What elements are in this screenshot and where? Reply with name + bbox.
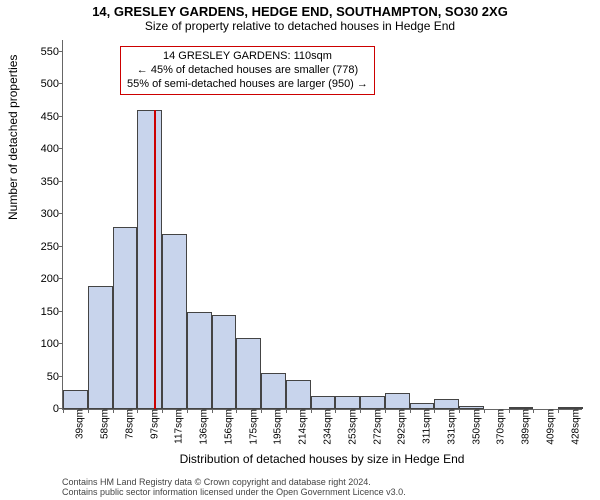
x-tick-label: 117sqm bbox=[172, 409, 185, 444]
histogram-bar bbox=[113, 227, 138, 409]
x-tick-label: 292sqm bbox=[395, 409, 408, 445]
y-tick-label: 300 bbox=[25, 208, 63, 220]
y-axis-label: Number of detached properties bbox=[6, 55, 20, 220]
info-line-1: 14 GRESLEY GARDENS: 110sqm bbox=[127, 50, 368, 64]
x-tick-label: 195sqm bbox=[271, 409, 284, 445]
info-callout-box: 14 GRESLEY GARDENS: 110sqm ← 45% of deta… bbox=[120, 46, 375, 95]
x-tick-label: 409sqm bbox=[543, 409, 556, 445]
histogram-bar bbox=[137, 110, 162, 409]
histogram-bar bbox=[434, 399, 459, 409]
histogram-bar bbox=[63, 390, 88, 409]
histogram-bar bbox=[162, 234, 187, 409]
histogram-bar bbox=[360, 396, 385, 409]
y-tick-label: 500 bbox=[25, 78, 63, 90]
x-tick-label: 97sqm bbox=[147, 409, 160, 439]
y-tick-label: 350 bbox=[25, 176, 63, 188]
histogram-bar bbox=[335, 396, 360, 409]
x-tick-label: 39sqm bbox=[73, 409, 86, 439]
footer-attribution: Contains HM Land Registry data © Crown c… bbox=[62, 478, 406, 498]
histogram-bar bbox=[261, 373, 286, 409]
x-tick-label: 350sqm bbox=[469, 409, 482, 445]
y-tick-label: 100 bbox=[25, 338, 63, 350]
y-tick-label: 150 bbox=[25, 306, 63, 318]
footer-line-2: Contains public sector information licen… bbox=[62, 488, 406, 498]
x-tick-label: 175sqm bbox=[246, 409, 259, 445]
x-tick-label: 428sqm bbox=[568, 409, 581, 445]
highlight-marker-line bbox=[154, 110, 156, 409]
x-tick-label: 58sqm bbox=[98, 409, 111, 439]
chart-container: 14, GRESLEY GARDENS, HEDGE END, SOUTHAMP… bbox=[0, 0, 600, 500]
x-tick-label: 389sqm bbox=[519, 409, 532, 445]
x-tick-label: 214sqm bbox=[296, 409, 309, 445]
histogram-bar bbox=[286, 380, 311, 409]
y-tick-label: 0 bbox=[25, 403, 63, 415]
y-tick-label: 250 bbox=[25, 241, 63, 253]
x-tick-label: 331sqm bbox=[444, 409, 457, 445]
x-axis-label: Distribution of detached houses by size … bbox=[62, 452, 582, 466]
chart-subtitle: Size of property relative to detached ho… bbox=[0, 19, 600, 35]
histogram-bar bbox=[385, 393, 410, 409]
histogram-bar bbox=[187, 312, 212, 409]
info-line-2: ← 45% of detached houses are smaller (77… bbox=[127, 64, 368, 78]
x-tick-label: 234sqm bbox=[321, 409, 334, 445]
y-tick-label: 200 bbox=[25, 273, 63, 285]
x-tick-label: 272sqm bbox=[370, 409, 383, 445]
histogram-bar bbox=[212, 315, 237, 409]
x-tick-label: 78sqm bbox=[122, 409, 135, 439]
x-tick-label: 253sqm bbox=[345, 409, 358, 445]
x-tick-label: 311sqm bbox=[420, 409, 433, 444]
chart-title: 14, GRESLEY GARDENS, HEDGE END, SOUTHAMP… bbox=[0, 0, 600, 19]
x-tick-label: 156sqm bbox=[221, 409, 234, 445]
y-tick-label: 400 bbox=[25, 143, 63, 155]
y-tick-label: 50 bbox=[25, 371, 63, 383]
y-tick-label: 550 bbox=[25, 46, 63, 58]
x-tick-label: 136sqm bbox=[197, 409, 210, 445]
info-line-3: 55% of semi-detached houses are larger (… bbox=[127, 78, 368, 92]
x-tick-label: 370sqm bbox=[494, 409, 507, 445]
histogram-bar bbox=[236, 338, 261, 409]
histogram-bar bbox=[88, 286, 113, 409]
y-tick-label: 450 bbox=[25, 111, 63, 123]
plot-area: 05010015020025030035040045050055039sqm58… bbox=[62, 40, 582, 410]
histogram-bar bbox=[311, 396, 336, 409]
